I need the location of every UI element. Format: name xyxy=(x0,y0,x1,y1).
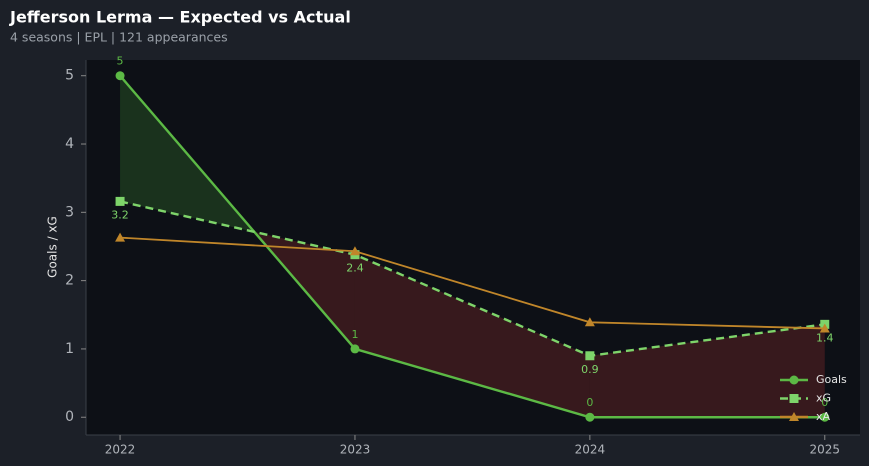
y-axis-label: Goals / xG xyxy=(46,216,60,278)
point xyxy=(115,196,125,206)
legend-label: xG xyxy=(816,392,831,405)
x-tick-label: 2024 xyxy=(575,443,606,457)
point xyxy=(585,412,595,422)
value-label: 0.9 xyxy=(581,363,599,376)
chart-subtitle: 4 seasons | EPL | 121 appearances xyxy=(10,30,228,45)
value-label: 2.4 xyxy=(346,262,364,275)
point xyxy=(820,412,830,422)
value-label: 1.4 xyxy=(816,331,834,344)
value-label: 5 xyxy=(117,55,124,68)
x-tick-label: 2023 xyxy=(340,443,371,457)
fill-area xyxy=(354,254,590,418)
y-tick-label: 5 xyxy=(65,68,74,84)
y-tick-label: 3 xyxy=(65,204,74,220)
legend-label: xA xyxy=(816,410,831,423)
point xyxy=(350,344,360,354)
series-line xyxy=(119,74,825,419)
fill-area xyxy=(589,324,825,418)
legend-marker xyxy=(789,375,799,385)
point xyxy=(585,351,595,361)
value-label: 0 xyxy=(586,396,593,409)
y-tick-label: 4 xyxy=(65,136,74,152)
value-label: 3.2 xyxy=(111,208,129,221)
point xyxy=(349,246,360,256)
plot-area xyxy=(86,60,860,435)
value-label: 1 xyxy=(351,328,358,341)
point xyxy=(115,232,126,242)
chart-title: Jefferson Lerma — Expected vs Actual xyxy=(9,8,351,27)
point xyxy=(819,323,830,333)
y-tick-label: 0 xyxy=(65,409,74,425)
legend-marker xyxy=(789,394,799,403)
y-tick-label: 2 xyxy=(65,273,74,289)
series-line xyxy=(119,200,825,357)
series-line xyxy=(120,236,825,330)
value-label: 0 xyxy=(821,396,828,409)
legend-label: Goals xyxy=(816,373,847,386)
point xyxy=(584,317,595,327)
legend-marker xyxy=(789,412,799,421)
x-tick-label: 2022 xyxy=(105,443,136,457)
x-tick-label: 2025 xyxy=(809,443,840,457)
y-tick-label: 1 xyxy=(65,341,74,357)
point xyxy=(115,71,125,81)
